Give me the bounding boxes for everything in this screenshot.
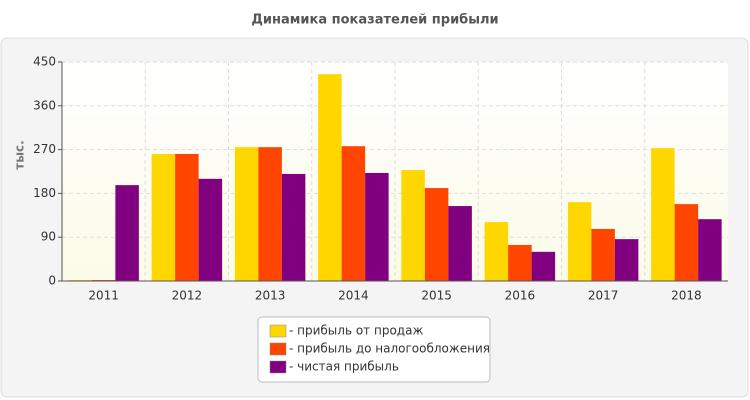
legend-label: - прибыль до налогообложения	[289, 342, 490, 356]
bar	[341, 146, 366, 281]
bar	[674, 204, 699, 281]
y-tick-label: 90	[41, 230, 56, 244]
bar	[281, 173, 306, 281]
x-tick-label: 2011	[88, 289, 119, 303]
legend-label: - прибыль от продаж	[289, 324, 423, 338]
bar	[614, 239, 639, 281]
bar	[651, 148, 675, 281]
x-tick-label: 2013	[255, 289, 286, 303]
legend-label: - чистая прибыль	[289, 360, 399, 374]
legend	[257, 316, 491, 383]
bar	[258, 147, 282, 281]
bar	[151, 153, 176, 281]
bar	[234, 147, 259, 281]
x-tick-label: 2014	[338, 289, 369, 303]
bar	[567, 202, 592, 281]
bar	[401, 170, 425, 281]
y-tick-label: 360	[33, 98, 56, 112]
legend-swatch	[269, 342, 287, 356]
x-tick-label: 2017	[588, 289, 619, 303]
x-tick-label: 2012	[172, 289, 203, 303]
y-tick-label: 0	[48, 274, 56, 288]
bar	[318, 74, 342, 282]
bar	[508, 244, 532, 281]
y-axis-label: тыс.	[13, 140, 27, 169]
bar	[198, 178, 223, 281]
x-tick-label: 2015	[421, 289, 452, 303]
x-tick-label: 2018	[671, 289, 702, 303]
y-tick-label: 270	[33, 142, 56, 156]
legend-swatch	[269, 324, 287, 338]
bar	[591, 228, 615, 281]
y-tick-label: 180	[33, 186, 56, 200]
bar	[175, 153, 199, 281]
bar	[365, 172, 389, 281]
chart-title: Динамика показателей прибыли	[251, 13, 498, 28]
x-tick-label: 2016	[505, 289, 536, 303]
legend-swatch	[269, 360, 287, 374]
y-tick-label: 450	[33, 55, 56, 69]
bar	[484, 222, 509, 281]
bar	[531, 251, 556, 281]
bar	[424, 188, 449, 281]
bar	[448, 206, 472, 281]
bar	[115, 185, 139, 281]
bar	[698, 219, 722, 281]
